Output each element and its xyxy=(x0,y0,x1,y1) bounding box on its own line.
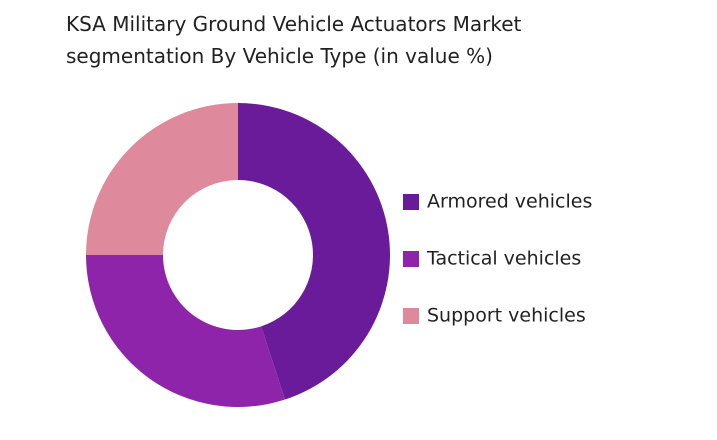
legend-label: Armored vehicles xyxy=(427,191,592,213)
legend-label: Support vehicles xyxy=(427,305,586,327)
legend-swatch xyxy=(403,251,419,267)
slice xyxy=(86,103,238,255)
chart-title: KSA Military Ground Vehicle Actuators Ma… xyxy=(66,12,522,68)
legend-swatch xyxy=(403,194,419,210)
slice xyxy=(238,103,390,400)
slice xyxy=(86,255,285,407)
legend-label: Tactical vehicles xyxy=(426,248,581,270)
legend-swatch xyxy=(403,308,419,324)
